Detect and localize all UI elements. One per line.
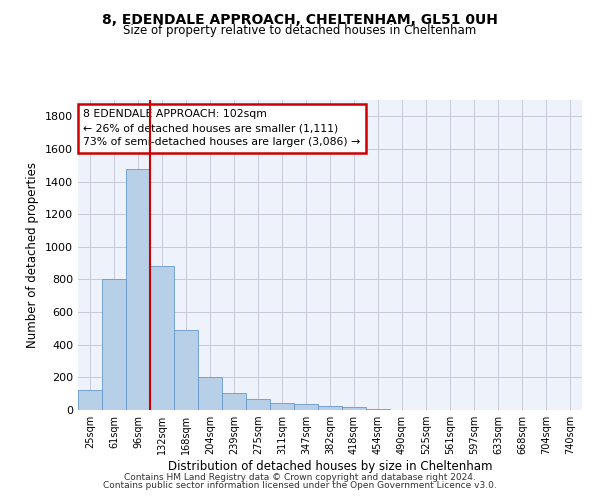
Bar — [246, 400, 270, 410]
Bar — [102, 280, 126, 410]
X-axis label: Distribution of detached houses by size in Cheltenham: Distribution of detached houses by size … — [168, 460, 492, 473]
Bar — [78, 390, 102, 410]
Bar — [318, 406, 342, 410]
Bar — [366, 409, 390, 410]
Bar — [198, 376, 222, 410]
Bar — [342, 407, 366, 410]
Bar — [270, 402, 294, 410]
Text: 8, EDENDALE APPROACH, CHELTENHAM, GL51 0UH: 8, EDENDALE APPROACH, CHELTENHAM, GL51 0… — [102, 12, 498, 26]
Y-axis label: Number of detached properties: Number of detached properties — [26, 162, 40, 348]
Text: Contains public sector information licensed under the Open Government Licence v3: Contains public sector information licen… — [103, 481, 497, 490]
Bar — [150, 266, 174, 410]
Text: Size of property relative to detached houses in Cheltenham: Size of property relative to detached ho… — [124, 24, 476, 37]
Text: Contains HM Land Registry data © Crown copyright and database right 2024.: Contains HM Land Registry data © Crown c… — [124, 472, 476, 482]
Bar — [174, 330, 198, 410]
Bar — [294, 404, 318, 410]
Text: 8 EDENDALE APPROACH: 102sqm
← 26% of detached houses are smaller (1,111)
73% of : 8 EDENDALE APPROACH: 102sqm ← 26% of det… — [83, 110, 360, 148]
Bar — [222, 393, 246, 410]
Bar — [126, 168, 150, 410]
